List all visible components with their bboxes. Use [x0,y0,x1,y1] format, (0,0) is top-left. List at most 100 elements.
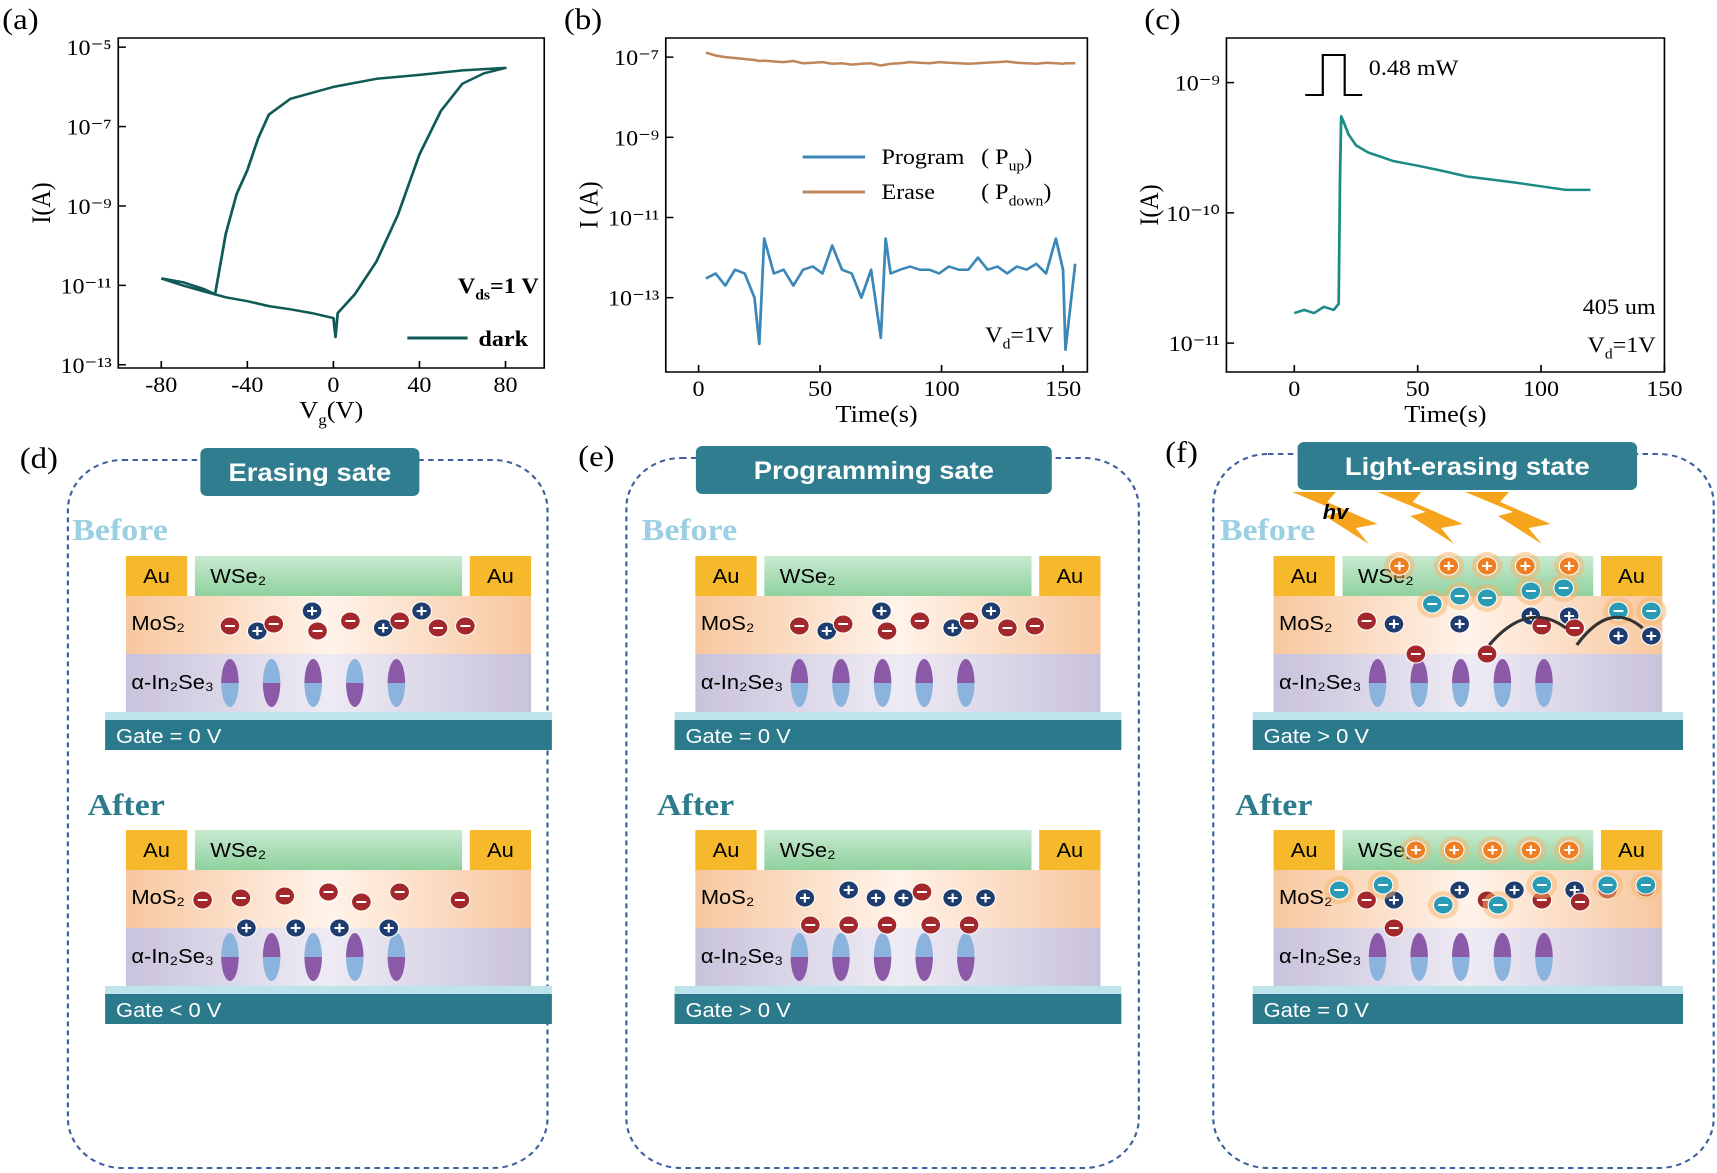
dipole [873,933,892,981]
annotation-sub: d [1003,337,1011,352]
au-contact [1273,556,1335,596]
x-tick-label: 0 [1288,376,1300,401]
y-tick-label: 10⁻⁵ [67,35,112,60]
legend-note: ( Pup) [981,144,1032,174]
panel-border [1212,453,1715,1169]
x-axis-label: Time(s) [835,402,917,428]
y-tick-label: 10⁻¹¹ [1169,331,1220,356]
panel-label: (d) [20,441,58,474]
au-contact [125,556,188,596]
y-tick-label: 10⁻¹³ [60,353,111,378]
pulse-icon [1305,54,1363,96]
y-tick-label: 10⁻¹³ [608,286,659,311]
x-axis-label: Vg(V) [299,398,363,429]
y-tick-label: 10⁻⁹ [614,125,659,150]
before-label: Before [1220,513,1316,547]
dipole [790,659,809,707]
au-label: Au [713,840,740,862]
mos2-label: MoS₂ [1279,887,1333,909]
x-tick-label: 150 [1646,376,1682,401]
light-bolt [1465,492,1551,544]
y-axis-label: I(A) [28,182,56,223]
au-label: Au [143,566,170,588]
legend-note: ( Pdown) [981,179,1051,209]
mos2-label: MoS₂ [701,613,755,635]
substrate [1252,712,1684,720]
dipole [1452,933,1470,981]
after-label: After [88,788,165,822]
annotation: 0.48 mW [1369,55,1459,80]
gate-label: Gate < 0 V [116,1000,221,1022]
x-tick-label: 80 [493,372,517,397]
x-tick-label: 50 [808,376,832,401]
panel-label: (e) [578,439,614,472]
panel-label: (a) [2,2,38,35]
dipole [1493,933,1512,981]
wse2-label: WSe₂ [210,840,266,862]
legend-note-tail: ) [1043,179,1051,204]
wse2-label: WSe₂ [1358,840,1414,862]
panel-title: Programming sate [754,456,994,485]
in2se3-label: α-In₂Se₃ [701,672,783,694]
au-contact [695,556,757,596]
gate [105,720,552,750]
annotation: 405 um [1583,294,1656,319]
panel-title: Erasing sate [229,458,392,487]
x-tick-label: -40 [231,372,263,397]
gate [674,994,1122,1024]
x-tick-label: 150 [1045,376,1081,401]
x-tick-label: 0 [693,376,705,401]
panel-title: Light-erasing state [1345,452,1590,481]
dipole [1410,659,1428,707]
annotation: Vds=1 V [458,273,539,303]
x-tick-label: 0 [327,372,339,397]
dipole [832,659,850,707]
in2se3-label: α-In₂Se₃ [131,946,213,968]
in2se3-label: α-In₂Se₃ [131,672,213,694]
annotation-sub: d [1605,347,1613,362]
light-bolt [1377,492,1463,544]
dipole [346,659,364,707]
x-axis-label-main: Time(s) [1404,402,1486,428]
dipole [304,933,322,981]
x-axis-label-main: Time(s) [835,402,917,428]
annotation-main: V [1587,332,1605,357]
panel-label: (b) [564,2,602,35]
substrate [105,986,552,994]
au-label: Au [487,840,514,862]
gate-label: Gate > 0 V [1264,726,1369,748]
x-axis-label-tail: (V) [327,398,363,424]
substrate [674,712,1122,720]
light-bolt [1292,492,1378,544]
dipole [387,933,406,981]
au-contact [1039,556,1101,596]
after-label: After [657,788,734,822]
legend-note-main: ( P [981,144,1008,169]
wse2-layer [764,830,1032,870]
data-line [705,237,1077,352]
gate [674,720,1122,750]
dipole [915,659,933,707]
annotation-main: 405 um [1583,294,1656,319]
dipole [915,933,933,981]
legend-note-main: ( P [981,179,1008,204]
wse2-layer [194,830,463,870]
wse2-layer [194,556,463,596]
au-label: Au [1056,566,1083,588]
dipole [387,659,406,707]
substrate [1252,986,1684,994]
x-tick-label: 100 [924,376,960,401]
light-label: hv [1323,502,1350,524]
panel-border [66,459,549,1169]
au-contact [1600,556,1663,596]
au-contact [1273,830,1335,870]
gate [1252,720,1684,750]
au-contact [125,830,188,870]
y-tick-label: 10⁻⁹ [1175,71,1220,96]
in2se3-layer [125,654,532,712]
after-label: After [1235,788,1312,822]
au-contact [1600,830,1663,870]
y-axis-label: I(A) [1136,184,1164,225]
x-axis-label-main: V [299,398,318,424]
wse2-layer [764,556,1032,596]
